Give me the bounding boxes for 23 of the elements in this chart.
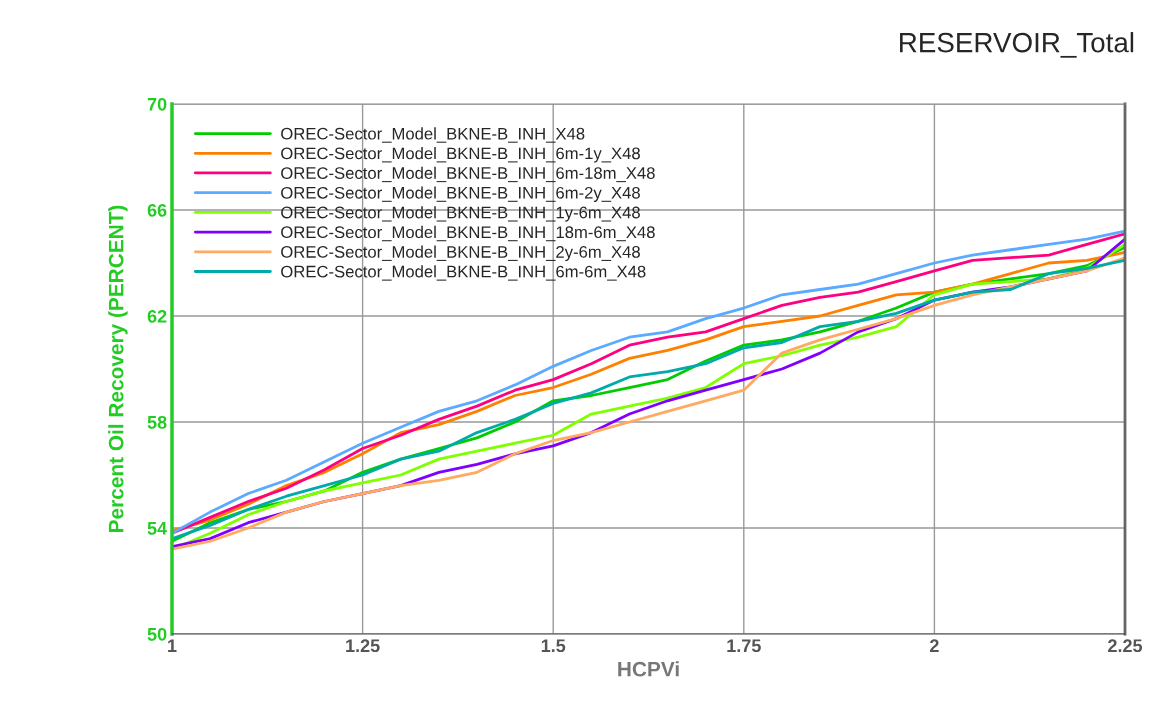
x-tick-label: 2.25 — [1108, 639, 1143, 653]
legend-label: OREC-Sector_Model_BKNE-B_INH_6m-1y_X48 — [281, 147, 640, 163]
legend-label: OREC-Sector_Model_BKNE-B_INH_6m-18m_X48 — [281, 166, 655, 183]
x-tick-label: 1 — [168, 639, 177, 652]
y-tick-label: 50 — [147, 627, 167, 641]
x-axis-title: HCPVi — [618, 661, 679, 677]
legend-label: OREC-Sector_Model_BKNE-B_INH_18m-6m_X48 — [281, 225, 655, 242]
y-tick-label: 66 — [147, 203, 167, 217]
x-tick-label: 1.5 — [541, 639, 566, 653]
x-tick-label: 1.25 — [346, 639, 380, 653]
x-tick-label: 2 — [930, 639, 939, 652]
y-axis-title: Percent Oil Recovery (PERCENT) — [108, 205, 128, 532]
y-tick-label: 58 — [147, 415, 167, 429]
legend-label: OREC-Sector_Model_BKNE-B_INH_X48 — [281, 127, 585, 143]
x-tick-label: 1.75 — [727, 639, 761, 653]
chart-title: RESERVOIR_Total — [900, 32, 1134, 58]
legend-label: OREC-Sector_Model_BKNE-B_INH_6m-6m_X48 — [281, 265, 646, 281]
y-tick-label: 54 — [147, 522, 168, 535]
y-tick-label: 62 — [147, 309, 167, 323]
y-tick-label: 70 — [147, 97, 167, 111]
legend-label: OREC-Sector_Model_BKNE-B_INH_6m-2y_X48 — [281, 186, 640, 202]
legend-label: OREC-Sector_Model_BKNE-B_INH_1y-6m_X48 — [281, 206, 640, 222]
legend-label: OREC-Sector_Model_BKNE-B_INH_2y-6m_X48 — [281, 245, 640, 262]
